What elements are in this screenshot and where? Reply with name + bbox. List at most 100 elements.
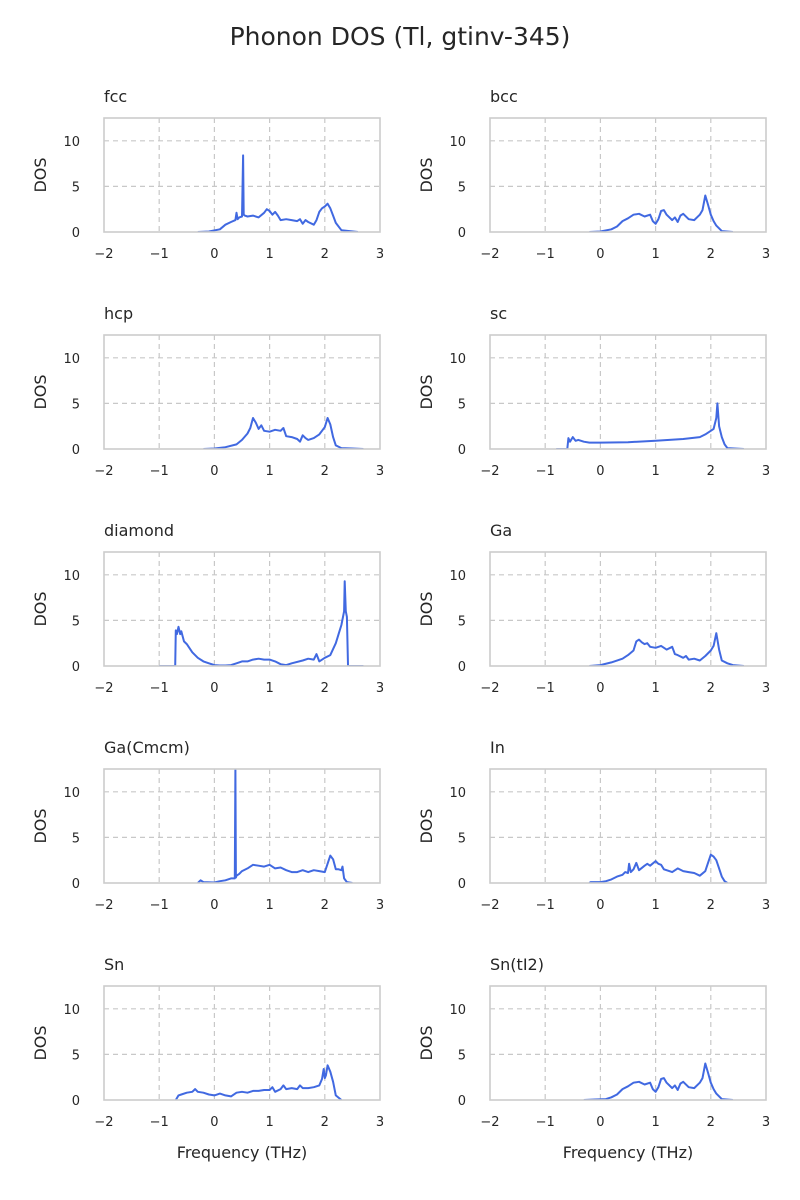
panel-4: diamond −2 −1 0 1 2 3 0 5 10 DOS bbox=[31, 521, 384, 696]
plot-frame bbox=[489, 334, 767, 450]
panel-title: In bbox=[490, 738, 505, 757]
y-axis-label: DOS bbox=[417, 157, 436, 192]
x-tick-label: 0 bbox=[596, 898, 604, 913]
plot-frame bbox=[489, 768, 767, 884]
y-tick-label: 5 bbox=[72, 614, 80, 629]
y-tick-label: 0 bbox=[72, 660, 80, 675]
y-tick-label: 10 bbox=[63, 352, 80, 367]
x-tick-label: 2 bbox=[321, 898, 329, 913]
x-tick-label: −1 bbox=[150, 464, 169, 479]
panel-title: Ga(Cmcm) bbox=[104, 738, 190, 757]
y-axis-label: DOS bbox=[417, 808, 436, 843]
x-tick-label: −2 bbox=[94, 898, 113, 913]
figure-title: Phonon DOS (Tl, gtinv-345) bbox=[230, 22, 571, 51]
x-tick-label: 3 bbox=[762, 247, 770, 262]
dos-series-line bbox=[159, 580, 364, 666]
x-tick-label: 2 bbox=[321, 1115, 329, 1130]
x-tick-label: 3 bbox=[762, 681, 770, 696]
y-tick-label: 0 bbox=[72, 443, 80, 458]
x-tick-label: 0 bbox=[210, 247, 218, 262]
panel-3: sc −2 −1 0 1 2 3 0 5 10 DOS bbox=[417, 304, 770, 479]
panel-title: Ga bbox=[490, 521, 512, 540]
dos-series-line bbox=[203, 417, 364, 449]
x-tick-label: 2 bbox=[707, 681, 715, 696]
plot-frame bbox=[103, 117, 381, 233]
x-tick-label: −1 bbox=[150, 247, 169, 262]
x-tick-label: 3 bbox=[762, 1115, 770, 1130]
x-tick-label: 1 bbox=[651, 898, 659, 913]
y-axis-label: DOS bbox=[31, 374, 50, 409]
y-tick-label: 0 bbox=[458, 443, 466, 458]
x-tick-label: 0 bbox=[596, 247, 604, 262]
y-tick-label: 0 bbox=[458, 1094, 466, 1109]
y-tick-label: 10 bbox=[449, 786, 466, 801]
panel-title: sc bbox=[490, 304, 507, 323]
y-tick-label: 10 bbox=[449, 569, 466, 584]
x-tick-label: 3 bbox=[376, 1115, 384, 1130]
plot-frame bbox=[489, 117, 767, 233]
x-tick-label: −1 bbox=[536, 681, 555, 696]
x-tick-label: −1 bbox=[150, 898, 169, 913]
y-axis-label: DOS bbox=[417, 374, 436, 409]
x-tick-label: 3 bbox=[376, 464, 384, 479]
x-tick-label: 1 bbox=[265, 898, 273, 913]
panel-title: bcc bbox=[490, 87, 518, 106]
y-tick-label: 10 bbox=[449, 135, 466, 150]
x-tick-label: −1 bbox=[536, 247, 555, 262]
x-tick-label: 1 bbox=[651, 247, 659, 262]
panel-6: Ga(Cmcm) −2 −1 0 1 2 3 0 5 10 DOS bbox=[31, 738, 384, 913]
x-tick-label: 0 bbox=[210, 898, 218, 913]
y-tick-label: 5 bbox=[72, 1048, 80, 1063]
x-tick-label: 1 bbox=[265, 464, 273, 479]
panel-1: bcc −2 −1 0 1 2 3 0 5 10 DOS bbox=[417, 87, 770, 262]
y-axis-label: DOS bbox=[417, 1025, 436, 1060]
x-tick-label: −1 bbox=[536, 464, 555, 479]
x-tick-label: 3 bbox=[376, 247, 384, 262]
y-axis-label: DOS bbox=[417, 591, 436, 626]
panel-title: Sn bbox=[104, 955, 124, 974]
panel-7: In −2 −1 0 1 2 3 0 5 10 DOS bbox=[417, 738, 770, 913]
y-tick-label: 0 bbox=[72, 226, 80, 241]
y-tick-label: 0 bbox=[458, 660, 466, 675]
x-tick-label: −2 bbox=[94, 1115, 113, 1130]
dos-series-line bbox=[174, 1064, 343, 1100]
y-tick-label: 0 bbox=[72, 877, 80, 892]
y-tick-label: 10 bbox=[63, 786, 80, 801]
x-tick-label: 1 bbox=[651, 1115, 659, 1130]
x-tick-label: 2 bbox=[321, 464, 329, 479]
x-tick-label: 0 bbox=[210, 681, 218, 696]
x-tick-label: −2 bbox=[480, 247, 499, 262]
x-tick-label: 1 bbox=[651, 681, 659, 696]
y-tick-label: 10 bbox=[63, 569, 80, 584]
x-tick-label: 0 bbox=[210, 464, 218, 479]
panel-title: diamond bbox=[104, 521, 174, 540]
y-tick-label: 10 bbox=[63, 1003, 80, 1018]
x-tick-label: −2 bbox=[94, 681, 113, 696]
x-tick-label: 2 bbox=[707, 247, 715, 262]
x-tick-label: 0 bbox=[596, 464, 604, 479]
panel-2: hcp −2 −1 0 1 2 3 0 5 10 DOS bbox=[31, 304, 384, 479]
x-tick-label: 2 bbox=[321, 247, 329, 262]
x-axis-label: Frequency (THz) bbox=[563, 1143, 693, 1162]
x-tick-label: −1 bbox=[150, 681, 169, 696]
plot-frame bbox=[103, 985, 381, 1101]
x-tick-label: 3 bbox=[762, 898, 770, 913]
y-tick-label: 5 bbox=[458, 614, 466, 629]
y-tick-label: 10 bbox=[449, 1003, 466, 1018]
dos-series-line bbox=[588, 853, 728, 883]
panel-title: hcp bbox=[104, 304, 133, 323]
panel-5: Ga −2 −1 0 1 2 3 0 5 10 DOS bbox=[417, 521, 770, 696]
y-tick-label: 0 bbox=[458, 226, 466, 241]
plot-frame bbox=[103, 334, 381, 450]
x-tick-label: 0 bbox=[596, 1115, 604, 1130]
dos-series-line bbox=[197, 154, 359, 232]
x-tick-label: 0 bbox=[596, 681, 604, 696]
x-tick-label: −2 bbox=[94, 247, 113, 262]
x-tick-label: 3 bbox=[762, 464, 770, 479]
x-tick-label: −2 bbox=[94, 464, 113, 479]
x-tick-label: 1 bbox=[265, 247, 273, 262]
x-tick-label: 3 bbox=[376, 898, 384, 913]
